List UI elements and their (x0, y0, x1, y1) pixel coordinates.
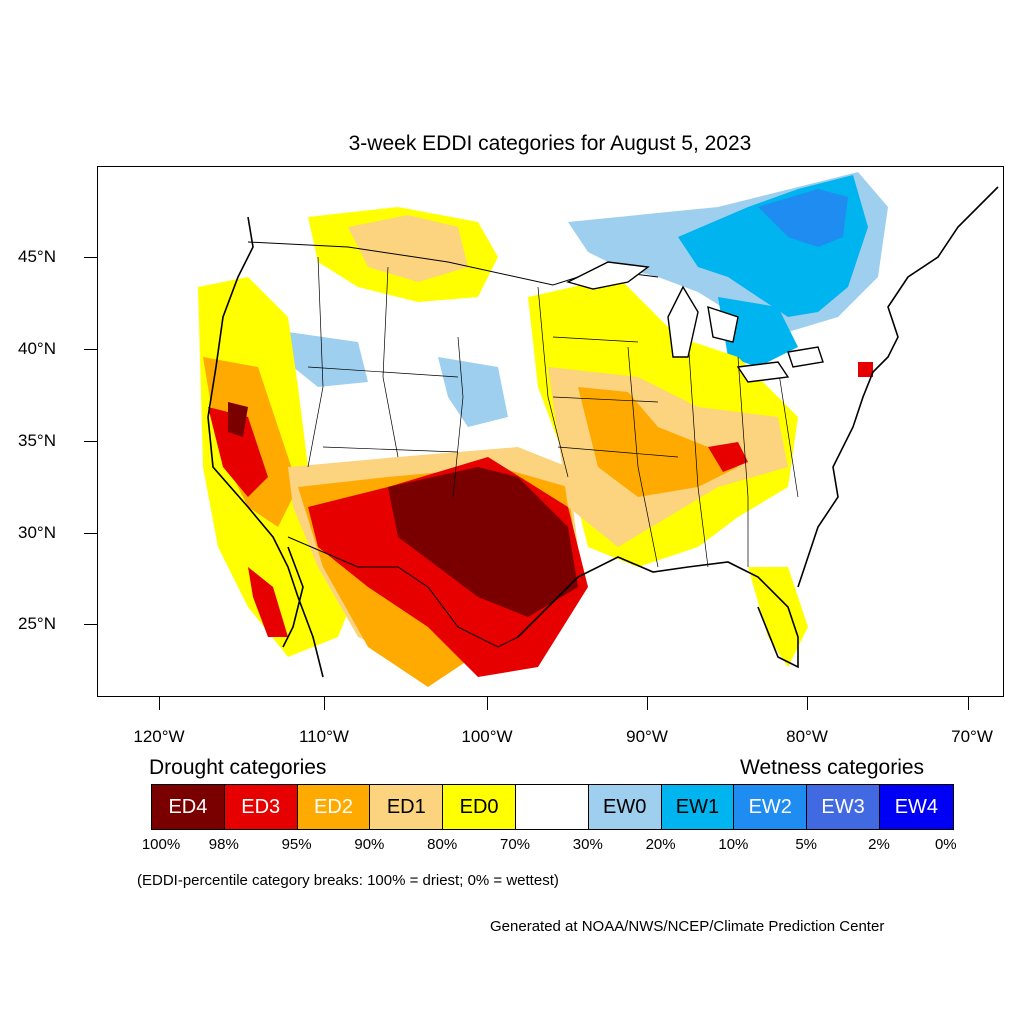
legend-percentile-label: 20% (645, 836, 676, 853)
lat-label: 45°N (18, 247, 56, 266)
wetness-categories-heading: Wetness categories (740, 756, 925, 779)
legend-percentile-label: 10% (718, 836, 749, 853)
legend-color-bar: ED4 ED3 ED2 ED1 ED0 EW0 EW1 EW2 EW3 EW4 (151, 784, 954, 830)
legend-percentile-label: 98% (208, 836, 239, 853)
mexico-border (287, 536, 519, 648)
eddi-map (198, 172, 999, 687)
lon-label: 100°W (461, 727, 513, 746)
lat-tick (84, 257, 97, 258)
lon-label: 70°W (951, 727, 993, 746)
lat-tick (84, 349, 97, 350)
legend-swatch-ed0: ED0 (443, 785, 516, 829)
lon-tick (487, 697, 488, 710)
lat-label: 30°N (18, 523, 56, 542)
region-ed4-west (228, 402, 248, 437)
legend-percentile-label: 2% (868, 836, 890, 853)
legend-swatch-ew3: EW3 (807, 785, 880, 829)
legend-percentile-label: 95% (281, 836, 312, 853)
lat-label: 40°N (18, 339, 56, 358)
legend-swatch-ed2: ED2 (297, 785, 371, 829)
legend-swatch-ew0: EW0 (588, 785, 662, 829)
legend-percentile-label: 100% (141, 836, 181, 853)
legend-percentile-label: 80% (427, 836, 458, 853)
legend-percentile-label: 70% (499, 836, 531, 853)
legend-swatch-ed4: ED4 (152, 785, 225, 829)
legend-swatch-ed3: ED3 (224, 785, 298, 829)
lat-tick (84, 441, 97, 442)
region-ew1-east (718, 297, 798, 367)
region-ed3-baja (248, 567, 288, 637)
region-ed3-carolina (858, 362, 873, 377)
state-lines (307, 256, 799, 568)
legend-swatch-neutral (515, 785, 589, 829)
lon-label: 90°W (626, 727, 668, 746)
region-ew2-north (758, 189, 848, 247)
legend-swatch-ew1: EW1 (661, 785, 735, 829)
lon-tick (159, 697, 160, 710)
legend-percentile-label: 0% (934, 836, 957, 853)
region-ed1-northwest (348, 215, 468, 282)
region-ed3-west (208, 407, 268, 497)
region-ew0-west (288, 332, 368, 387)
legend-percentile-label: 90% (354, 836, 385, 853)
lon-label: 80°W (786, 727, 828, 746)
lon-tick (968, 697, 969, 710)
lon-tick (647, 697, 648, 710)
legend-percentile-label: 30% (572, 836, 603, 853)
credit-text: Generated at NOAA/NWS/NCEP/Climate Predi… (490, 918, 885, 935)
drought-categories-heading: Drought categories (149, 756, 327, 779)
lon-tick (807, 697, 808, 710)
lat-tick (84, 624, 97, 625)
great-lakes (566, 261, 824, 383)
region-ed2-midwest (578, 387, 738, 497)
map-panel (97, 166, 1004, 697)
lat-tick (84, 533, 97, 534)
legend-swatch-ed1: ED1 (370, 785, 444, 829)
region-ed4-texas (388, 467, 578, 617)
legend-percentile-label: 5% (795, 836, 818, 853)
region-ew0-rockies (438, 357, 508, 427)
legend-swatch-ew4: EW4 (879, 785, 953, 829)
category-note: (EDDI-percentile category breaks: 100% =… (137, 872, 559, 889)
lon-label: 120°W (133, 727, 185, 746)
lon-label: 110°W (299, 727, 349, 746)
map-title: 3-week EDDI categories for August 5, 202… (348, 132, 752, 155)
lat-label: 25°N (18, 614, 56, 633)
coastline (207, 186, 999, 678)
region-ed3-kentucky (708, 442, 748, 472)
region-ed0-florida (748, 567, 808, 667)
lon-tick (324, 697, 325, 710)
legend-swatch-ew2: EW2 (734, 785, 808, 829)
lat-label: 35°N (18, 431, 56, 450)
